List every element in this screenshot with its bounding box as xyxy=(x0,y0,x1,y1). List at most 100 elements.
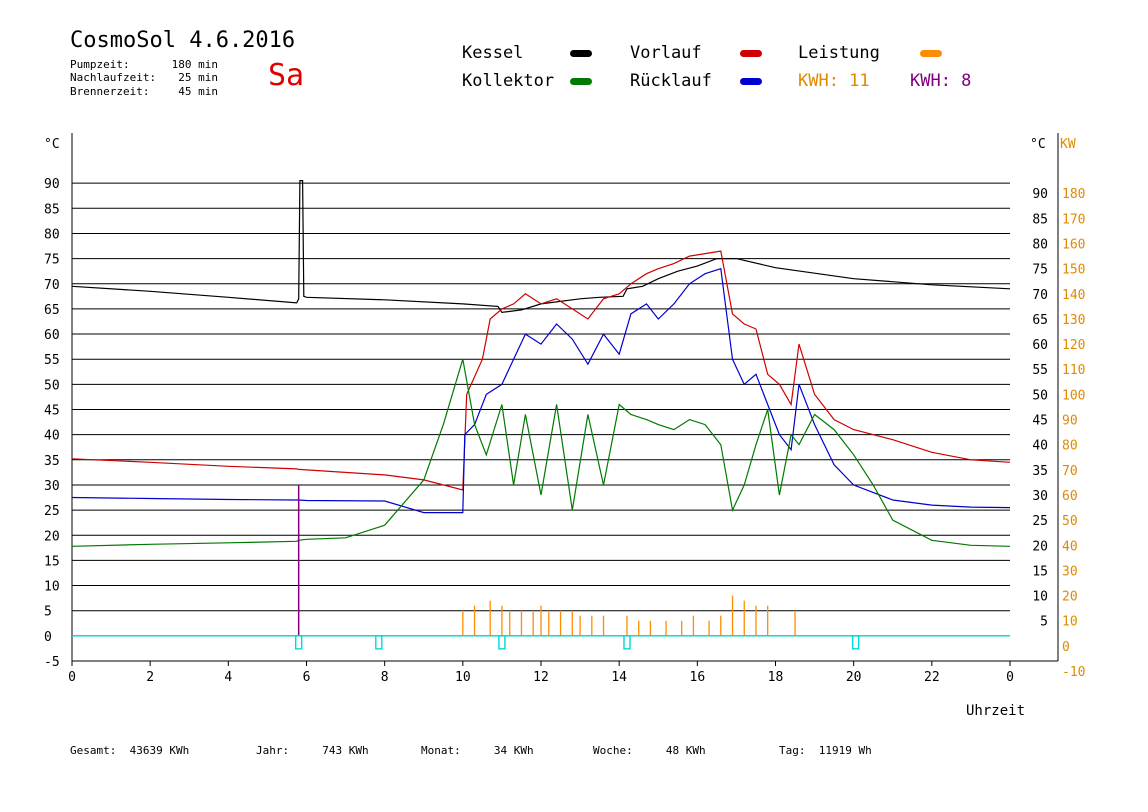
x-tick-label: 6 xyxy=(303,670,311,685)
y-tick-label-right: 40 xyxy=(1032,439,1048,454)
y-tick-label-power: 150 xyxy=(1062,263,1085,278)
stat-label: Jahr: xyxy=(256,744,290,757)
y-tick-label-power: 80 xyxy=(1062,439,1078,454)
pump-marker xyxy=(294,635,303,650)
legend-vorlauf-swatch xyxy=(740,50,762,57)
y-tick-label-left: 20 xyxy=(44,529,60,544)
info-brennerzeit: Brennerzeit: 45 min xyxy=(70,85,218,98)
legend-kwh-orange: KWH: 11 xyxy=(798,71,870,91)
y-tick-label-left: 45 xyxy=(44,404,60,419)
info-value: 45 min xyxy=(178,85,218,98)
y-tick-label-right: 70 xyxy=(1032,288,1048,303)
y-tick-label-power: 140 xyxy=(1062,288,1085,303)
pump-marker xyxy=(498,635,506,650)
stat-tag: Tag: 11919 Wh xyxy=(779,744,872,757)
legend-kwh-purple: KWH: 8 xyxy=(910,71,972,91)
x-tick-label: 22 xyxy=(924,670,940,685)
y-tick-label-left: 5 xyxy=(44,605,52,620)
y-tick-label-left: 30 xyxy=(44,479,60,494)
y-tick-label-power: 30 xyxy=(1062,564,1078,579)
y-tick-label-right: 5 xyxy=(1040,615,1048,630)
stat-gesamt: Gesamt: 43639 KWh xyxy=(70,744,189,757)
legend-ruecklauf-swatch xyxy=(740,78,762,85)
y-tick-label-right: 60 xyxy=(1032,338,1048,353)
x-tick-label: 16 xyxy=(690,670,706,685)
x-tick-label: 8 xyxy=(381,670,389,685)
x-tick-label: 12 xyxy=(533,670,549,685)
y-tick-label-left: 0 xyxy=(44,630,52,645)
stat-value: 43639 KWh xyxy=(129,744,190,757)
y-tick-label-left: 40 xyxy=(44,429,60,444)
stat-monat: Monat: 34 KWh xyxy=(421,744,534,757)
legend-kollektor-swatch xyxy=(570,78,592,85)
y-tick-label-left: 80 xyxy=(44,227,60,242)
y-tick-label-right: 65 xyxy=(1032,313,1048,328)
stat-jahr: Jahr: 743 KWh xyxy=(256,744,369,757)
y-tick-label-left: 60 xyxy=(44,328,60,343)
series-line-kollektor xyxy=(71,359,1011,547)
y-tick-label-left: -5 xyxy=(44,655,60,670)
y-tick-label-left: 90 xyxy=(44,177,60,192)
y-tick-label-left: 85 xyxy=(44,202,60,217)
legend-vorlauf: Vorlauf xyxy=(630,43,702,63)
y-tick-label-right: 35 xyxy=(1032,464,1048,479)
y-tick-label-power: 20 xyxy=(1062,590,1078,605)
stat-value: 11919 Wh xyxy=(818,744,872,757)
x-tick-label: 18 xyxy=(768,670,784,685)
y-tick-label-power: 100 xyxy=(1062,388,1085,403)
y-axis-unit-power: KW xyxy=(1060,137,1076,152)
x-tick-label: 2 xyxy=(146,670,154,685)
y-tick-label-power: 70 xyxy=(1062,464,1078,479)
y-tick-label-left: 15 xyxy=(44,554,60,569)
legend-leistung: Leistung xyxy=(798,43,880,63)
legend-kollektor: Kollektor xyxy=(462,71,555,91)
y-tick-label-right: 50 xyxy=(1032,388,1048,403)
stat-label: Woche: xyxy=(593,744,633,757)
legend-kessel: Kessel xyxy=(462,43,524,63)
stat-value: 48 KWh xyxy=(665,744,706,757)
stat-woche: Woche: 48 KWh xyxy=(593,744,706,757)
y-tick-label-right: 45 xyxy=(1032,414,1048,429)
stat-label: Monat: xyxy=(421,744,461,757)
info-nachlaufzeit: Nachlaufzeit: 25 min xyxy=(70,71,218,84)
y-tick-label-power: 40 xyxy=(1062,539,1078,554)
info-value: 180 min xyxy=(171,58,218,71)
stat-value: 34 KWh xyxy=(493,744,534,757)
pump-marker xyxy=(623,635,631,650)
y-tick-label-power: 50 xyxy=(1062,514,1078,529)
y-tick-label-left: 55 xyxy=(44,353,60,368)
y-tick-label-power: 180 xyxy=(1062,187,1085,202)
y-tick-label-power: 160 xyxy=(1062,237,1085,252)
y-tick-label-right: 25 xyxy=(1032,514,1048,529)
y-tick-label-power: 10 xyxy=(1062,615,1078,630)
y-tick-label-right: 85 xyxy=(1032,212,1048,227)
y-axis-unit-right: °C xyxy=(1030,137,1046,152)
info-label: Nachlaufzeit: xyxy=(70,71,157,84)
y-tick-label-right: 55 xyxy=(1032,363,1048,378)
stat-value: 743 KWh xyxy=(322,744,369,757)
y-tick-label-power: -10 xyxy=(1062,665,1085,680)
y-axis-unit-left: °C xyxy=(44,137,60,152)
y-tick-label-right: 75 xyxy=(1032,263,1048,278)
info-label: Pumpzeit: xyxy=(70,58,130,71)
x-tick-label: 0 xyxy=(68,670,76,685)
chart-title: CosmoSol 4.6.2016 xyxy=(70,28,296,53)
y-tick-label-right: 90 xyxy=(1032,187,1048,202)
y-tick-label-left: 10 xyxy=(44,580,60,595)
pump-marker xyxy=(375,635,383,650)
y-tick-label-left: 65 xyxy=(44,303,60,318)
x-tick-label: 10 xyxy=(455,670,471,685)
y-tick-label-left: 75 xyxy=(44,253,60,268)
x-tick-label: 14 xyxy=(611,670,627,685)
legend-kessel-swatch xyxy=(570,50,592,57)
y-tick-label-right: 80 xyxy=(1032,237,1048,252)
weekday-label: Sa xyxy=(268,58,305,93)
series-line-vorlauf xyxy=(71,250,1011,491)
info-label: Brennerzeit: xyxy=(70,85,150,98)
y-tick-label-right: 15 xyxy=(1032,564,1048,579)
series-line-kessel xyxy=(71,180,1011,314)
series-line-rücklauf xyxy=(71,267,1011,514)
y-tick-label-right: 10 xyxy=(1032,590,1048,605)
x-tick-label: 20 xyxy=(846,670,862,685)
y-tick-label-left: 25 xyxy=(44,504,60,519)
